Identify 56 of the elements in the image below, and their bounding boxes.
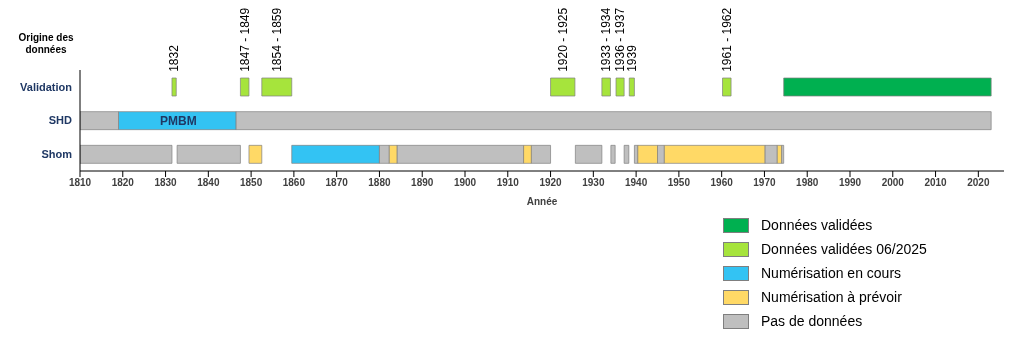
bar bbox=[550, 77, 576, 97]
x-tick-label: 1910 bbox=[496, 177, 520, 189]
x-tick-label: 2020 bbox=[967, 177, 990, 189]
x-tick-label: 1920 bbox=[539, 177, 563, 189]
bar bbox=[628, 77, 635, 97]
x-tick-label: 1980 bbox=[796, 177, 819, 189]
annotation: 1854 - 1859 bbox=[269, 7, 284, 72]
y-tick-label: Validation bbox=[20, 80, 73, 93]
x-tick-label: 1810 bbox=[68, 177, 92, 189]
bar bbox=[176, 144, 241, 164]
bar bbox=[248, 144, 263, 164]
legend-label: Numérisation à prévoir bbox=[761, 289, 902, 305]
x-tick-label: 1860 bbox=[282, 177, 306, 189]
legend-label: Données validées bbox=[761, 217, 873, 233]
annotation: 1832 bbox=[167, 44, 182, 72]
annotation: 1939 bbox=[625, 44, 640, 72]
x-tick-label: 1820 bbox=[111, 177, 135, 189]
bar bbox=[601, 77, 611, 97]
y-tick-label: SHD bbox=[48, 114, 73, 127]
bar bbox=[610, 144, 616, 164]
bar bbox=[171, 77, 177, 97]
bar bbox=[80, 144, 173, 164]
x-tick-label: 1840 bbox=[197, 177, 220, 189]
x-tick-label: 1930 bbox=[582, 177, 605, 189]
bar bbox=[575, 144, 603, 164]
x-tick-label: 1970 bbox=[753, 177, 776, 189]
x-tick-label: 1850 bbox=[239, 177, 263, 189]
legend-label: Données validées 06/2025 bbox=[761, 241, 927, 257]
y-tick-label: Shom bbox=[41, 148, 73, 161]
bar bbox=[240, 77, 250, 97]
annotation: 1847 - 1849 bbox=[237, 7, 252, 72]
annotation: PMBM bbox=[160, 113, 197, 128]
legend-label: Pas de données bbox=[761, 313, 863, 329]
bar bbox=[615, 77, 625, 97]
x-tick-label: 1890 bbox=[411, 177, 434, 189]
x-tick-label: 1880 bbox=[368, 177, 391, 189]
bar bbox=[783, 77, 992, 97]
x-tick-label: 1960 bbox=[710, 177, 734, 189]
x-axis-title: Année bbox=[526, 196, 558, 207]
annotation: 1933 - 1934 bbox=[599, 7, 614, 72]
y-axis-title: Origine des données bbox=[17, 32, 75, 56]
x-tick-label: 1870 bbox=[325, 177, 349, 189]
x-tick-label: 1900 bbox=[453, 177, 477, 189]
x-tick-label: 1990 bbox=[838, 177, 862, 189]
legend-label: Numérisation en cours bbox=[761, 265, 902, 281]
bar bbox=[722, 77, 732, 97]
x-tick-label: 2000 bbox=[881, 177, 905, 189]
x-tick-label: 2010 bbox=[924, 177, 948, 189]
annotation: 1920 - 1925 bbox=[556, 7, 571, 72]
annotation: 1936 - 1937 bbox=[613, 7, 628, 72]
x-tick-label: 1950 bbox=[667, 177, 691, 189]
bar bbox=[623, 144, 630, 164]
annotation: 1961 - 1962 bbox=[720, 7, 734, 72]
x-tick-label: 1940 bbox=[624, 177, 648, 189]
x-tick-label: 1830 bbox=[154, 177, 178, 189]
bar bbox=[261, 77, 293, 97]
